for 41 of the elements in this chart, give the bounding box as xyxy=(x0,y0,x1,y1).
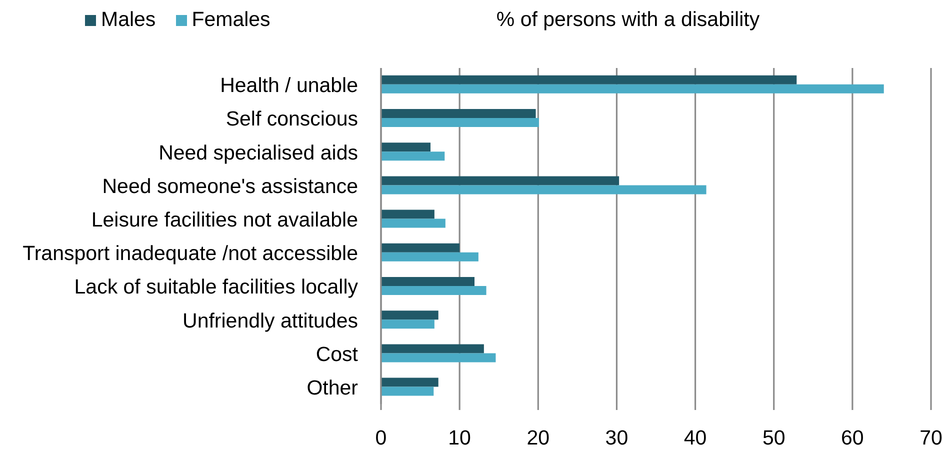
bar xyxy=(381,84,884,94)
bar xyxy=(381,320,434,329)
bar xyxy=(381,118,539,127)
bar xyxy=(381,210,434,219)
y-tick-label: Leisure facilities not available xyxy=(91,208,358,232)
bar xyxy=(381,75,797,84)
x-tick-label: 30 xyxy=(605,426,628,450)
bar xyxy=(381,152,445,161)
chart-title: % of persons with a disability xyxy=(496,8,760,31)
y-tick-label: Need someone's assistance xyxy=(102,174,358,198)
x-tick-label: 20 xyxy=(526,426,550,450)
y-tick-label: Need specialised aids xyxy=(158,141,358,164)
bar xyxy=(381,252,478,262)
y-tick-label: Unfriendly attitudes xyxy=(182,309,358,332)
y-tick-label: Transport inadequate /not accessible xyxy=(22,242,358,266)
bar xyxy=(381,310,438,320)
x-tick-label: 60 xyxy=(841,426,864,450)
y-tick-label: Lack of suitable facilities locally xyxy=(74,276,359,299)
bar xyxy=(381,344,484,354)
legend-label: Females xyxy=(192,8,270,32)
x-tick-label: 40 xyxy=(684,426,707,450)
y-tick-label: Cost xyxy=(316,342,358,366)
bar xyxy=(381,176,620,186)
bar xyxy=(381,108,536,118)
x-tick-label: 10 xyxy=(448,426,471,450)
bar xyxy=(381,386,434,396)
y-tick-label: Health / unable xyxy=(220,74,358,98)
x-tick-label: 70 xyxy=(920,426,942,450)
bar xyxy=(381,218,446,228)
legend-label: Males xyxy=(101,8,156,32)
bar xyxy=(381,243,460,252)
y-tick-label: Other xyxy=(306,376,358,400)
x-tick-label: 0 xyxy=(375,426,387,450)
bar xyxy=(381,142,430,152)
bar xyxy=(381,286,486,295)
bar xyxy=(381,378,438,387)
bar xyxy=(381,276,474,286)
bar xyxy=(381,353,496,362)
x-tick-label: 50 xyxy=(762,426,786,450)
bar xyxy=(381,185,706,194)
y-tick-label: Self conscious xyxy=(226,108,358,131)
